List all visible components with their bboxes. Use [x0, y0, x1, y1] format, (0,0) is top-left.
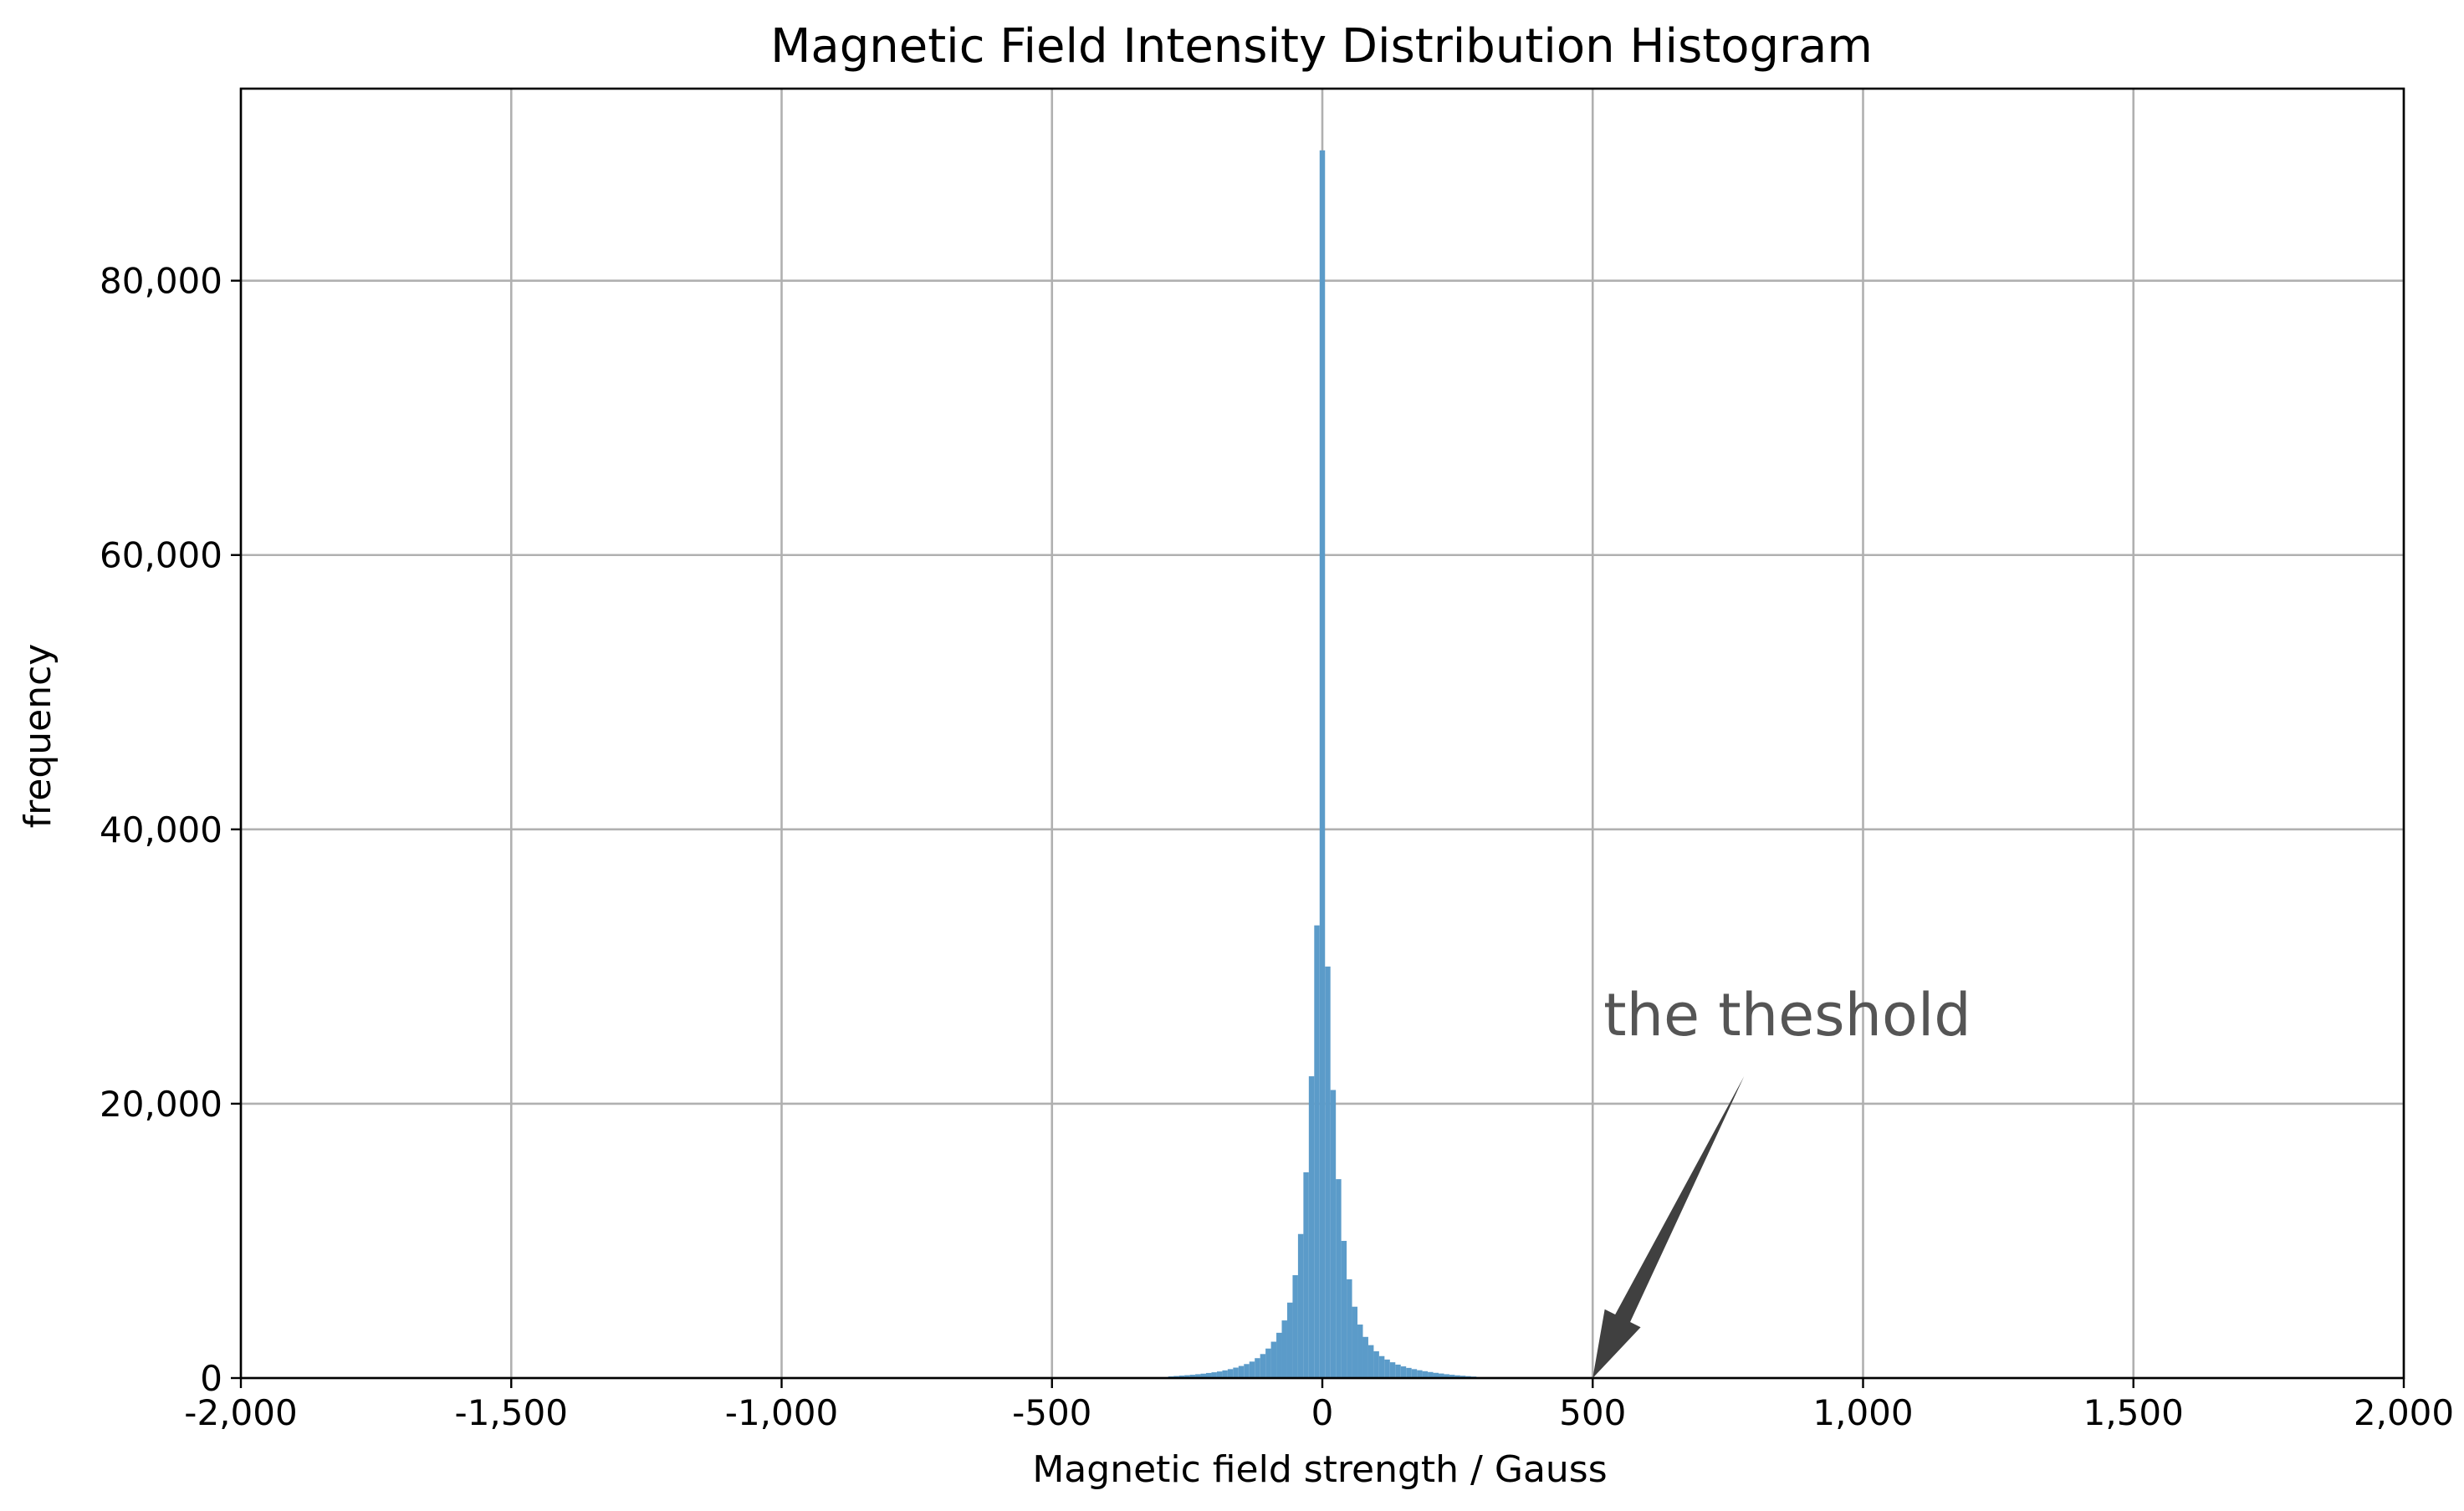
histogram-bar — [1400, 1366, 1407, 1378]
x-tick-label: -1,000 — [725, 1392, 838, 1433]
histogram-bar — [1411, 1369, 1418, 1378]
histogram-bar — [1211, 1372, 1217, 1378]
histogram-bar — [1238, 1366, 1245, 1378]
x-tick-label: -2,000 — [184, 1392, 297, 1433]
histogram-bar — [1297, 1233, 1304, 1378]
histogram-bar — [1449, 1375, 1455, 1378]
x-tick-label: 500 — [1559, 1392, 1626, 1433]
annotation-arrow — [1592, 1076, 1745, 1378]
histogram-bars — [1168, 150, 1477, 1379]
histogram-bar — [1373, 1351, 1379, 1378]
histogram-bar — [1406, 1367, 1412, 1378]
histogram-bar — [1341, 1240, 1347, 1378]
histogram-bar — [1438, 1373, 1444, 1378]
y-axis-title: frequency — [17, 644, 59, 829]
y-tick-label: 40,000 — [100, 809, 222, 850]
histogram-bar — [1281, 1320, 1287, 1378]
histogram-bar — [1260, 1354, 1266, 1378]
y-tick-label: 20,000 — [100, 1084, 222, 1125]
x-tick-label: 2,000 — [2354, 1392, 2454, 1433]
histogram-bar — [1454, 1375, 1460, 1378]
histogram-bar — [1444, 1374, 1449, 1378]
threshold-annotation: the theshold — [1592, 981, 1971, 1378]
histogram-bar — [1347, 1279, 1352, 1378]
y-tick-label: 0 — [200, 1358, 222, 1399]
histogram-bar — [1325, 966, 1331, 1378]
histogram-bar — [1352, 1306, 1358, 1378]
chart-title: Magnetic Field Intensity Distribution Hi… — [770, 19, 1873, 74]
histogram-bar — [1255, 1358, 1260, 1378]
histogram-bar — [1336, 1179, 1342, 1378]
histogram-bar — [1422, 1371, 1429, 1378]
x-tick-label: 1,500 — [2083, 1392, 2184, 1433]
histogram-bar — [1389, 1362, 1396, 1378]
histogram-bar — [1249, 1361, 1255, 1378]
histogram-bar — [1308, 1076, 1315, 1378]
histogram-bar — [1178, 1376, 1185, 1378]
x-tick-label: 1,000 — [1812, 1392, 1913, 1433]
histogram-bar — [1270, 1341, 1277, 1378]
histogram-bar — [1367, 1345, 1374, 1378]
y-tick-label: 80,000 — [100, 261, 222, 302]
x-tick-label: 0 — [1311, 1392, 1334, 1433]
annotation-label: the theshold — [1603, 981, 1971, 1049]
histogram-bar — [1362, 1336, 1368, 1378]
histogram-bar — [1276, 1332, 1282, 1378]
histogram-bar — [1395, 1364, 1401, 1378]
histogram-bar — [1200, 1373, 1207, 1378]
histogram-bar — [1357, 1325, 1363, 1378]
histogram-bar — [1433, 1372, 1439, 1378]
histogram-bar — [1265, 1348, 1271, 1378]
histogram-bar — [1378, 1355, 1385, 1378]
histogram-bar — [1222, 1370, 1228, 1378]
histogram-bar — [1314, 925, 1320, 1378]
histogram-bar — [1428, 1371, 1434, 1378]
histogram-bar — [1184, 1375, 1190, 1378]
histogram-bar — [1189, 1375, 1196, 1378]
histogram-bar — [1303, 1172, 1309, 1378]
x-tick-label: -1,500 — [455, 1392, 568, 1433]
x-tick-label: -500 — [1012, 1392, 1091, 1433]
histogram-bar — [1233, 1367, 1239, 1378]
y-tick-label: 60,000 — [100, 535, 222, 576]
histogram-bar — [1286, 1302, 1293, 1378]
histogram-bar — [1459, 1376, 1466, 1378]
histogram-bar — [1227, 1369, 1234, 1378]
histogram-bar — [1417, 1370, 1423, 1378]
axis-ticks: -2,000 -1,500 -1,000 -500 0 500 1,000 1,500 2,00… — [100, 261, 2454, 1433]
histogram-bar — [1330, 1090, 1337, 1378]
histogram-bar — [1216, 1371, 1223, 1378]
histogram-bar — [1292, 1274, 1298, 1378]
x-axis-title: Magnetic field strength / Gauss — [1032, 1448, 1607, 1491]
histogram-bar — [1206, 1372, 1212, 1378]
histogram-bar — [1244, 1364, 1250, 1378]
histogram-bar — [1195, 1374, 1201, 1378]
histogram-bar — [1384, 1359, 1390, 1378]
histogram-bar — [1319, 150, 1326, 1379]
